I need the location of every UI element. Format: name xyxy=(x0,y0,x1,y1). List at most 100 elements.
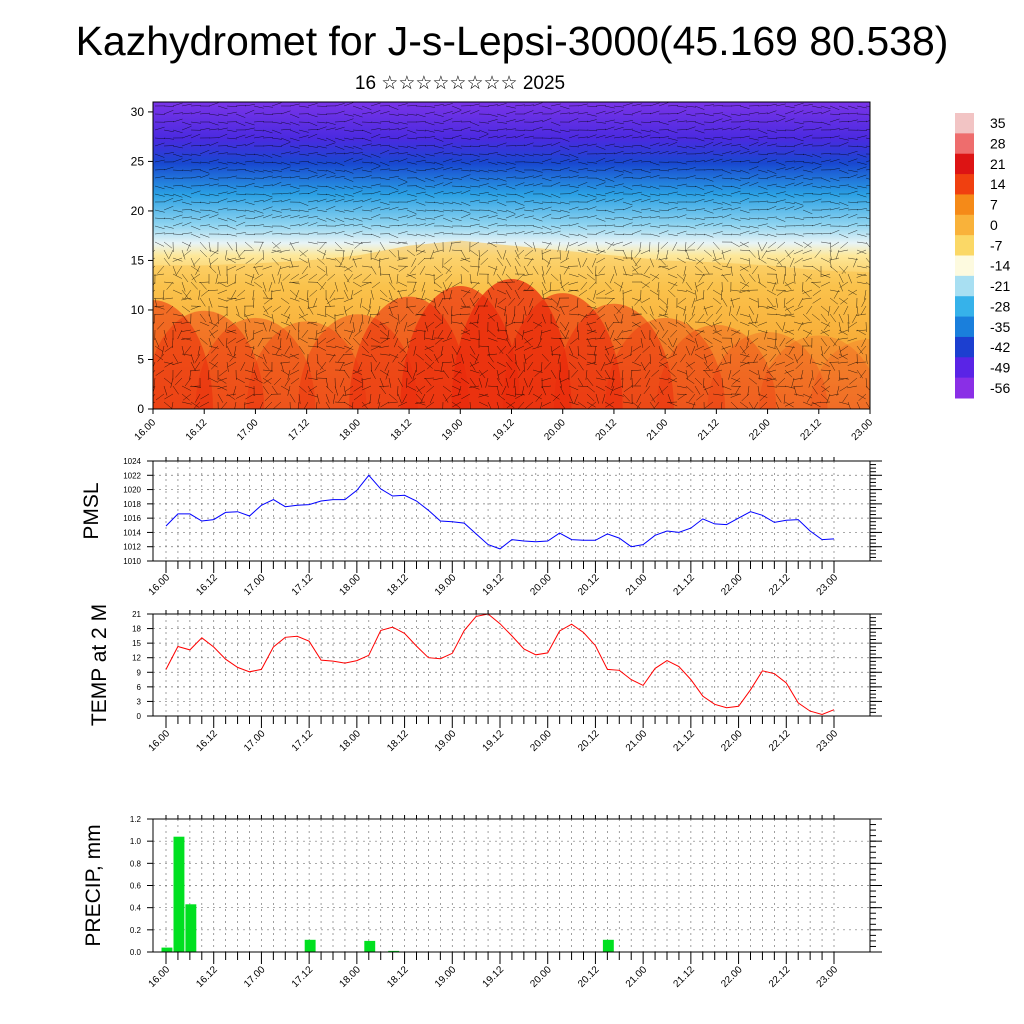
wind-barb xyxy=(487,289,493,300)
wind-barb xyxy=(157,265,165,274)
wind-barb xyxy=(849,377,858,385)
wind-barb xyxy=(478,401,489,407)
wind-barb xyxy=(352,223,363,227)
wind-barb xyxy=(559,112,570,115)
wind-barb xyxy=(517,281,525,291)
wind-barb xyxy=(640,216,651,219)
wind-barb xyxy=(438,297,444,308)
wind-barb xyxy=(759,401,768,409)
wind-barb xyxy=(793,385,797,396)
wind-barb xyxy=(380,401,390,408)
wind-barb xyxy=(505,232,516,235)
wind-barb xyxy=(211,353,219,362)
wind-barb xyxy=(775,297,779,308)
wind-barb xyxy=(289,401,291,409)
wind-barb xyxy=(611,377,615,388)
wind-barb xyxy=(839,345,849,352)
wind-barb xyxy=(388,159,399,163)
wind-barb xyxy=(859,369,867,379)
wind-barb xyxy=(577,193,588,198)
wind-barb xyxy=(865,265,870,268)
wind-barb xyxy=(440,361,444,372)
wind-barb xyxy=(613,105,624,108)
wind-barb xyxy=(757,241,763,252)
wind-barb xyxy=(271,121,282,124)
wind-barb xyxy=(694,185,705,191)
wind-barb xyxy=(682,273,687,284)
wind-barb xyxy=(235,144,246,147)
wind-barb xyxy=(379,377,384,388)
wind-barb xyxy=(838,105,849,110)
wind-barb xyxy=(649,257,655,268)
wind-barb xyxy=(694,177,705,180)
wind-barb xyxy=(631,110,642,115)
wind-barb xyxy=(424,377,432,386)
wind-barb xyxy=(595,157,606,163)
wind-barb xyxy=(751,265,759,275)
wind-barb xyxy=(517,369,525,379)
wind-barb xyxy=(848,289,858,296)
wind-barb xyxy=(667,233,678,237)
wind-barb xyxy=(856,281,867,285)
wind-barb xyxy=(415,401,426,406)
wind-barb xyxy=(361,337,369,346)
wind-barb xyxy=(667,177,678,180)
wind-barb xyxy=(826,393,831,404)
wind-barb xyxy=(559,329,566,339)
wind-barb xyxy=(640,121,652,124)
wind-barb xyxy=(806,393,813,403)
wind-barb xyxy=(661,329,669,339)
wind-barb xyxy=(445,273,453,282)
wind-barb xyxy=(370,361,372,373)
wind-barb xyxy=(694,337,699,348)
wind-barb xyxy=(604,241,615,246)
wind-barb xyxy=(703,233,714,238)
wind-barb xyxy=(577,353,587,361)
wind-barb xyxy=(496,273,504,283)
x-tick-label: 17.00 xyxy=(242,728,268,754)
wind-barb xyxy=(541,401,552,407)
wind-barb xyxy=(474,353,480,364)
x-tick-label: 22.00 xyxy=(719,964,745,990)
wind-barb xyxy=(433,161,444,166)
wind-barb xyxy=(307,185,318,189)
wind-barb xyxy=(183,249,192,257)
wind-barb xyxy=(244,142,255,147)
wind-barb xyxy=(409,265,417,275)
wind-barb xyxy=(397,158,408,163)
wind-barb xyxy=(379,201,390,206)
wind-barb xyxy=(397,345,406,353)
wind-barb xyxy=(595,198,606,203)
wind-barb xyxy=(550,217,562,219)
wind-barb xyxy=(251,361,255,372)
wind-barb xyxy=(586,206,597,211)
wind-barb xyxy=(640,281,650,288)
wind-barb xyxy=(604,209,615,214)
wind-barb xyxy=(595,224,607,227)
wind-barb xyxy=(568,353,579,359)
wind-barb xyxy=(379,136,390,139)
wind-barb xyxy=(643,361,651,370)
heatmap-x-tick-label: 20.12 xyxy=(594,417,620,443)
wind-barb xyxy=(316,313,327,317)
wind-barb xyxy=(172,129,183,134)
colorbar-swatch xyxy=(955,316,974,338)
wind-barb xyxy=(487,199,498,203)
wind-barb xyxy=(811,313,820,321)
wind-barb xyxy=(784,401,795,407)
wind-barb xyxy=(431,329,435,340)
wind-barb xyxy=(324,305,327,317)
heatmap-x-tick-label: 21.00 xyxy=(645,417,671,443)
wind-barb xyxy=(307,241,318,245)
wind-barb xyxy=(613,145,624,149)
wind-barb xyxy=(469,103,480,107)
wind-barb xyxy=(622,401,633,404)
wind-barb xyxy=(460,257,471,263)
wind-barb xyxy=(685,105,696,108)
wind-barb xyxy=(478,158,489,163)
wind-barb xyxy=(406,209,417,215)
wind-barb xyxy=(793,193,804,197)
wind-barb xyxy=(847,361,858,366)
wind-barb xyxy=(564,329,570,340)
wind-barb xyxy=(235,393,246,399)
